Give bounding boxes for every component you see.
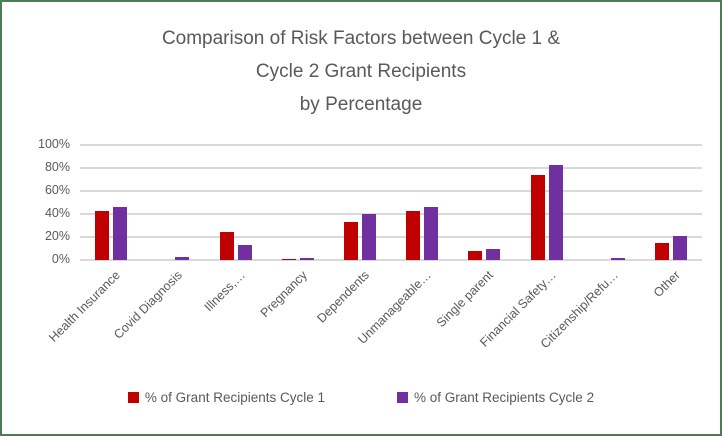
gridline: [80, 167, 702, 169]
bar-cycle2: [486, 248, 501, 260]
bar-cycle1: [281, 258, 296, 260]
bar-cycle1: [219, 232, 234, 260]
legend: % of Grant Recipients Cycle 1 % of Grant …: [2, 390, 720, 405]
bar-cycle1: [343, 222, 358, 260]
chart-title-line-1: Comparison of Risk Factors between Cycle…: [161, 28, 561, 49]
bar-cycle1: [468, 250, 483, 260]
bar-cycle1: [654, 242, 669, 260]
legend-label: % of Grant Recipients Cycle 2: [414, 390, 595, 405]
plot-area: [80, 144, 702, 261]
y-tick-label: 80%: [44, 160, 70, 174]
gridline: [80, 144, 702, 146]
y-tick-label: 60%: [44, 183, 70, 197]
legend-label: % of Grant Recipients Cycle 1: [144, 390, 325, 405]
bar-cycle1: [95, 210, 110, 260]
legend-swatch-icon: [397, 392, 408, 403]
bar-cycle2: [237, 245, 252, 260]
x-tick-label: Citizenship/Refu…: [537, 268, 621, 352]
bar-cycle1: [530, 174, 545, 260]
legend-swatch-icon: [127, 392, 139, 403]
y-tick-label: 0%: [51, 252, 70, 266]
x-tick-label: Health Insurance: [46, 268, 124, 345]
bar-cycle2: [175, 256, 190, 260]
gridline: [80, 259, 702, 261]
y-tick-label: 20%: [44, 229, 70, 243]
chart-title: Comparison of Risk Factors between Cycle…: [2, 22, 720, 121]
bar-cycle1: [406, 210, 421, 260]
chart-title-line-3: by Percentage: [299, 94, 423, 115]
x-tick-label: Pregnancy: [257, 268, 310, 321]
y-tick-label: 40%: [44, 206, 70, 220]
bar-cycle2: [548, 164, 563, 260]
bar-cycle2: [672, 235, 687, 260]
gridline: [80, 213, 702, 215]
bar-cycle2: [113, 207, 128, 260]
x-tick-label: Single parent: [434, 268, 497, 330]
chart-title-line-2: Cycle 2 Grant Recipients: [255, 61, 467, 82]
legend-item-cycle1: % of Grant Recipients Cycle 1: [127, 390, 325, 405]
bar-cycle2: [610, 257, 625, 260]
gridline: [80, 236, 702, 238]
legend-item-cycle2: % of Grant Recipients Cycle 2: [397, 390, 594, 405]
x-tick-label: Covid Diagnosis: [111, 268, 186, 342]
x-tick-label: Illness,…: [201, 268, 248, 315]
bar-cycle2: [361, 214, 376, 260]
x-tick-label: Dependents: [314, 268, 372, 326]
x-tick-label: Unmanageable…: [355, 268, 434, 347]
bar-cycle2: [424, 207, 439, 260]
y-tick-label: 100%: [38, 137, 70, 151]
x-tick-label: Other: [650, 268, 683, 301]
gridline: [80, 190, 702, 192]
bar-cycle2: [299, 258, 314, 260]
x-tick-label: Financial Safety…: [476, 268, 559, 350]
